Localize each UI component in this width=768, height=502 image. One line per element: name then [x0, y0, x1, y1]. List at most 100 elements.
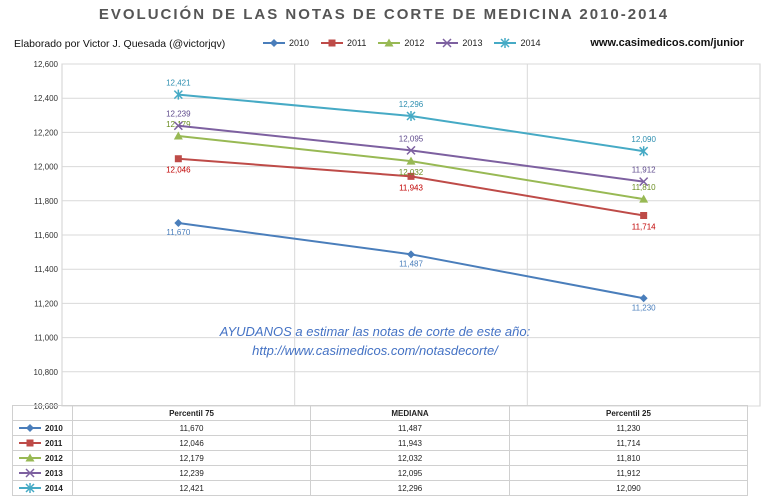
legend-swatch: [436, 38, 459, 48]
table-row: 2010 11,670 11,487 11,230: [12, 420, 749, 436]
data-point: [173, 89, 183, 100]
row-legend-swatch: [19, 468, 41, 478]
legend-item-2012: 2012: [378, 38, 424, 48]
site-url: www.casimedicos.com/junior: [590, 37, 744, 49]
row-label: 2012: [45, 453, 63, 463]
data-point: [407, 172, 415, 180]
table-corner: [12, 405, 73, 421]
data-point: [25, 468, 35, 478]
legend-label: 2011: [347, 38, 367, 48]
column-header: MEDIANA: [310, 405, 510, 421]
table-cell: 11,810: [508, 450, 749, 466]
promo-link[interactable]: http://www.casimedicos.com/notasdecorte/: [252, 343, 498, 358]
row-legend-swatch: [19, 453, 41, 462]
data-point: [173, 121, 183, 131]
row-header: 2014: [12, 480, 73, 496]
legend-item-2014: 2014: [494, 38, 540, 48]
data-label: 11,912: [632, 166, 656, 175]
row-legend-swatch: [19, 483, 41, 493]
data-label: 12,296: [399, 100, 424, 109]
table-cell: 11,230: [508, 420, 749, 436]
legend-label: 2010: [289, 38, 310, 48]
y-tick-label: 11,400: [34, 265, 58, 274]
legend-item-2010: 2010: [263, 38, 309, 48]
data-point: [442, 38, 452, 48]
table-cell: 11,943: [310, 435, 510, 451]
data-label: 11,810: [632, 183, 656, 192]
y-tick-label: 11,000: [34, 334, 58, 343]
data-label: 11,670: [166, 228, 190, 237]
legend-swatch: [321, 39, 344, 47]
y-tick-label: 11,600: [34, 231, 58, 240]
y-tick-label: 11,800: [34, 197, 58, 206]
data-point: [500, 38, 510, 48]
data-label: 12,421: [166, 79, 191, 88]
promo-line-1: AYUDANOS a estimar las notas de corte de…: [219, 324, 531, 339]
data-label: 11,714: [632, 223, 656, 232]
table-cell: 11,487: [310, 420, 510, 436]
data-label: 12,239: [166, 110, 191, 119]
data-point: [406, 145, 416, 155]
data-point: [639, 294, 648, 303]
chart-title: EVOLUCIÓN DE LAS NOTAS DE CORTE DE MEDIC…: [98, 6, 670, 23]
legend-item-2011: 2011: [321, 38, 366, 48]
row-header: 2011: [12, 435, 73, 451]
data-label: 12,090: [631, 135, 656, 144]
data-point: [26, 424, 34, 432]
author-byline: Elaborado por Victor J. Quesada (@victor…: [14, 38, 226, 50]
data-point: [639, 146, 649, 157]
legend-swatch: [378, 38, 401, 47]
data-point: [174, 155, 182, 163]
promo-text: AYUDANOS a estimar las notas de corte de…: [200, 322, 550, 360]
legend-swatch: [263, 39, 285, 47]
table-cell: 12,032: [310, 450, 510, 466]
data-point: [328, 39, 336, 47]
row-label: 2013: [45, 468, 63, 478]
table-row: 2013 12,239 12,095 11,912: [12, 465, 749, 481]
data-point: [406, 110, 416, 121]
data-point: [174, 219, 183, 228]
row-legend-swatch: [19, 424, 41, 432]
y-tick-label: 12,600: [34, 60, 59, 69]
row-legend-swatch: [19, 439, 41, 447]
row-header: 2013: [12, 465, 73, 481]
row-label: 2014: [45, 483, 63, 493]
data-point: [406, 156, 416, 165]
table-cell: 12,179: [71, 450, 312, 466]
y-tick-label: 12,200: [34, 128, 59, 137]
table-header-row: Percentil 75 MEDIANA Percentil 25: [12, 405, 749, 421]
row-header: 2012: [12, 450, 73, 466]
legend-swatch: [494, 38, 517, 48]
column-header: Percentil 25: [508, 405, 749, 421]
legend-label: 2013: [462, 38, 483, 48]
data-point: [270, 39, 278, 47]
table-cell: 11,714: [508, 435, 749, 451]
data-label: 11,230: [632, 303, 656, 312]
chart-legend: 2010 2011 2012 2013 2014: [263, 38, 540, 48]
table-row: 2012 12,179 12,032 11,810: [12, 450, 749, 466]
table-row: 2011 12,046 11,943 11,714: [12, 435, 749, 451]
column-header: Percentil 75: [71, 405, 312, 421]
row-header: 2010: [12, 420, 73, 436]
table-row: 2014 12,421 12,296 12,090: [12, 480, 749, 496]
y-tick-label: 11,200: [34, 299, 58, 308]
row-label: 2010: [45, 423, 63, 433]
table-cell: 12,239: [71, 465, 312, 481]
data-point: [384, 38, 394, 47]
table-cell: 11,670: [71, 420, 312, 436]
data-point: [173, 131, 183, 140]
legend-item-2013: 2013: [436, 38, 482, 48]
legend-label: 2012: [404, 38, 425, 48]
data-point: [25, 453, 35, 462]
table-cell: 12,296: [310, 480, 510, 496]
row-label: 2011: [45, 438, 63, 448]
data-point: [407, 250, 415, 259]
data-label: 11,943: [399, 183, 423, 192]
table-cell: 12,090: [508, 480, 749, 496]
data-label: 11,487: [399, 259, 423, 268]
y-tick-label: 12,000: [34, 163, 59, 172]
legend-label: 2014: [520, 38, 541, 48]
data-point: [640, 212, 648, 220]
table-cell: 12,095: [310, 465, 510, 481]
